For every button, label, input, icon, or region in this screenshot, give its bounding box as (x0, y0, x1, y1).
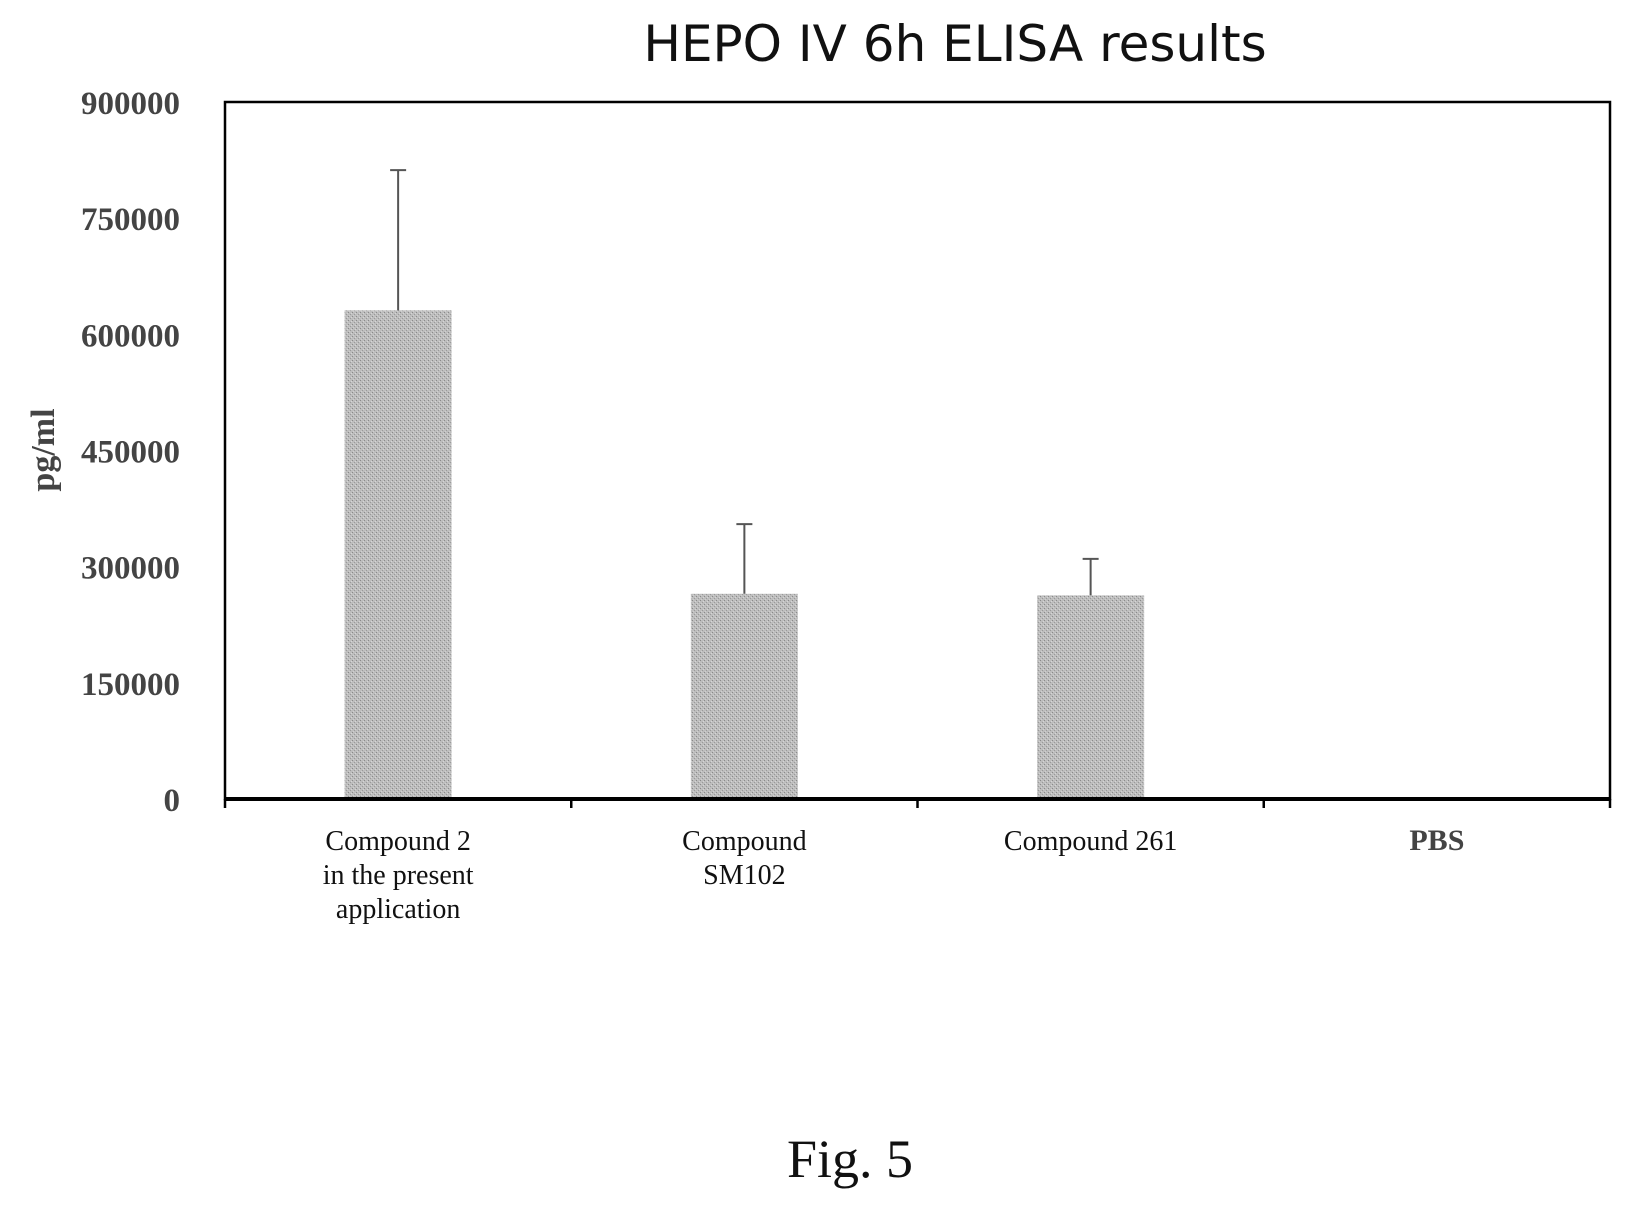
y-axis: 0 150000 300000 450000 600000 750000 900000 (81, 86, 180, 819)
x-tick-label: Compound 2 in the present application (323, 826, 474, 925)
bars (344, 169, 1491, 799)
y-axis-label: pg/ml (25, 408, 62, 491)
bar (690, 593, 798, 799)
y-tick-label: 300000 (81, 551, 180, 587)
figure-caption: Fig. 5 (787, 1129, 913, 1189)
bar (344, 310, 452, 799)
y-tick-label: 750000 (81, 202, 180, 238)
bar (1037, 595, 1145, 799)
y-tick-label: 450000 (81, 435, 180, 471)
x-axis: Compound 2 in the present application Compo… (223, 797, 1612, 925)
y-tick-label: 150000 (81, 667, 180, 703)
x-tick-label: Compound SM102 (682, 826, 806, 891)
y-tick-label: 900000 (81, 86, 180, 122)
chart-title: HEPO IV 6h ELISA results (643, 15, 1266, 73)
y-tick-label: 600000 (81, 318, 180, 354)
x-tick-label: PBS (1409, 824, 1464, 857)
x-tick-label: Compound 261 (1004, 826, 1177, 857)
y-tick-label: 0 (164, 783, 181, 819)
